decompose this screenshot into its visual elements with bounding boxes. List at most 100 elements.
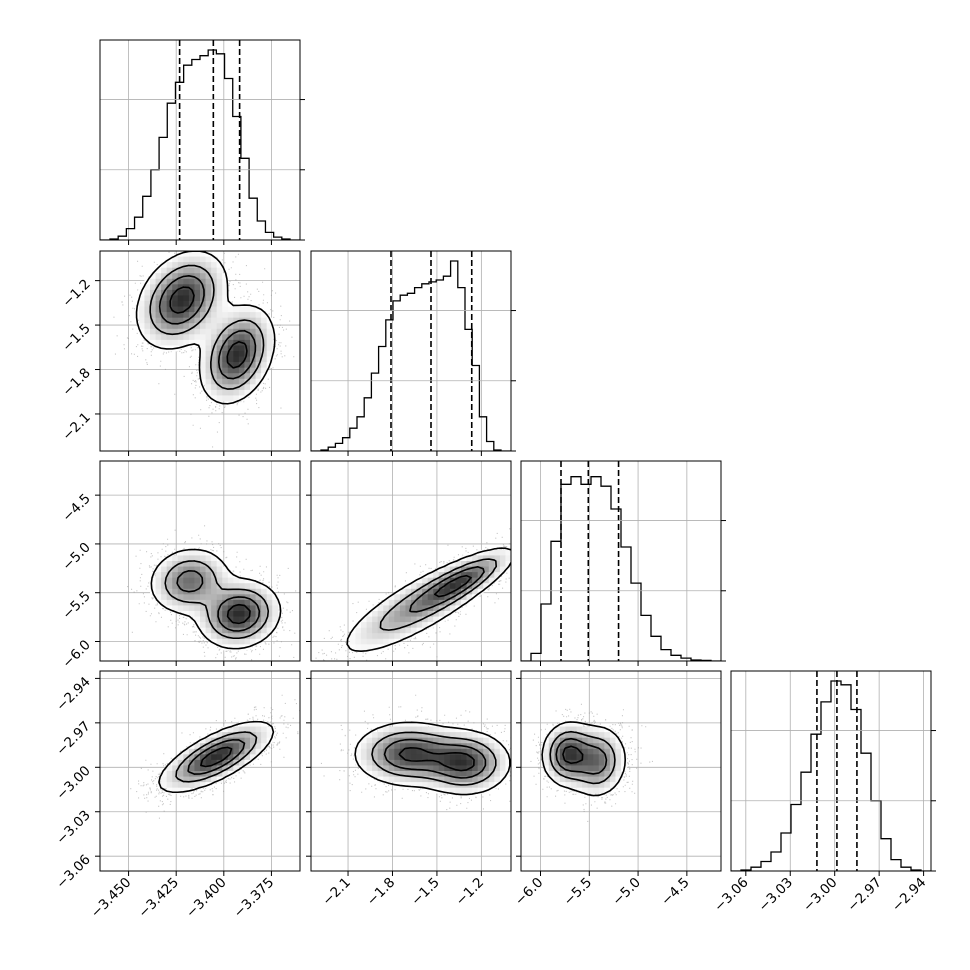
y-tick-label: −1.8 bbox=[59, 365, 93, 399]
density-cell bbox=[483, 566, 490, 573]
density-cell bbox=[394, 737, 401, 744]
density-cell bbox=[211, 362, 218, 369]
density-cell bbox=[261, 323, 268, 330]
density-cell bbox=[472, 583, 479, 590]
density-cell bbox=[388, 754, 395, 761]
density-cell bbox=[216, 599, 223, 606]
x-tick-label: −1.8 bbox=[364, 875, 398, 909]
density-cell bbox=[377, 616, 384, 623]
density-cell bbox=[388, 611, 395, 617]
density-cell bbox=[216, 278, 223, 285]
density-cell bbox=[238, 378, 245, 385]
density-cell bbox=[499, 754, 506, 761]
contour-level-2 bbox=[371, 731, 497, 786]
density-cell bbox=[194, 765, 201, 772]
density-cell bbox=[587, 754, 594, 761]
density-cell bbox=[177, 583, 184, 590]
density-cell bbox=[366, 748, 373, 755]
density-cell bbox=[461, 776, 467, 783]
density-cell bbox=[155, 306, 162, 313]
density-cell bbox=[488, 577, 495, 584]
density-cell bbox=[222, 301, 229, 307]
density-cell bbox=[349, 633, 356, 640]
density-cell bbox=[194, 328, 201, 335]
density-cell bbox=[183, 765, 190, 772]
density-cell bbox=[205, 566, 212, 573]
density-cell bbox=[488, 555, 495, 562]
density-cell bbox=[261, 616, 268, 623]
density-cell bbox=[238, 743, 245, 750]
density-cell bbox=[416, 721, 423, 727]
density-cell bbox=[587, 782, 594, 789]
density-cell bbox=[449, 748, 456, 755]
density-cell bbox=[194, 588, 201, 595]
density-cell bbox=[559, 782, 566, 789]
density-cell bbox=[472, 776, 479, 783]
density-cell bbox=[211, 638, 218, 645]
density-cell bbox=[427, 737, 434, 744]
density-cell bbox=[399, 726, 406, 733]
density-cell bbox=[205, 754, 212, 761]
density-cell bbox=[472, 782, 479, 789]
density-cell bbox=[438, 743, 445, 750]
density-cell bbox=[461, 737, 467, 744]
density-cell bbox=[582, 765, 589, 772]
density-cell bbox=[205, 743, 212, 750]
density-cell bbox=[571, 726, 577, 733]
density-cell bbox=[194, 583, 201, 590]
density-cell bbox=[571, 732, 577, 739]
density-cell bbox=[388, 627, 395, 634]
density-cell bbox=[587, 787, 594, 794]
density-cell bbox=[449, 605, 456, 612]
density-cell bbox=[461, 572, 467, 579]
density-cell bbox=[194, 284, 201, 291]
density-cell bbox=[250, 638, 256, 645]
density-cell bbox=[598, 787, 605, 794]
density-cell bbox=[461, 594, 467, 601]
density-cell bbox=[211, 323, 218, 330]
density-cell bbox=[211, 611, 218, 617]
density-cell bbox=[355, 638, 362, 645]
density-cell bbox=[422, 611, 429, 617]
density-cell bbox=[444, 588, 451, 595]
density-cell bbox=[444, 732, 451, 739]
density-cell bbox=[233, 622, 240, 629]
density-cell bbox=[394, 611, 401, 617]
density-cell bbox=[255, 583, 262, 590]
density-cell bbox=[416, 622, 423, 629]
density-cell bbox=[233, 765, 240, 772]
density-cell bbox=[416, 754, 423, 761]
density-cell bbox=[483, 759, 490, 766]
density-cell bbox=[233, 743, 240, 750]
density-cell bbox=[200, 273, 206, 280]
density-cell bbox=[188, 339, 195, 346]
density-cell bbox=[144, 289, 151, 296]
density-cell bbox=[621, 759, 627, 766]
density-cell bbox=[455, 787, 462, 794]
density-cell bbox=[383, 743, 390, 750]
density-cell bbox=[565, 754, 572, 761]
x-tick-label: −2.97 bbox=[844, 875, 885, 916]
density-cell bbox=[272, 622, 279, 629]
density-cell bbox=[227, 743, 234, 750]
density-cell bbox=[216, 384, 223, 391]
density-cell bbox=[244, 627, 251, 634]
density-cell bbox=[461, 588, 467, 595]
density-cell bbox=[183, 549, 190, 556]
density-cell bbox=[433, 771, 440, 777]
density-cell bbox=[211, 328, 218, 335]
density-cell bbox=[161, 295, 168, 302]
density-cell bbox=[411, 627, 417, 634]
density-cell bbox=[405, 732, 412, 739]
density-cell bbox=[200, 737, 206, 744]
density-cell bbox=[166, 555, 173, 562]
density-cell bbox=[422, 782, 429, 789]
density-cell bbox=[565, 748, 572, 755]
density-cell bbox=[582, 787, 589, 794]
density-cell bbox=[411, 726, 417, 733]
density-cell bbox=[205, 771, 212, 777]
density-cell bbox=[433, 577, 440, 584]
density-cell bbox=[405, 721, 412, 727]
density-cell bbox=[366, 616, 373, 623]
density-cell bbox=[155, 273, 162, 280]
